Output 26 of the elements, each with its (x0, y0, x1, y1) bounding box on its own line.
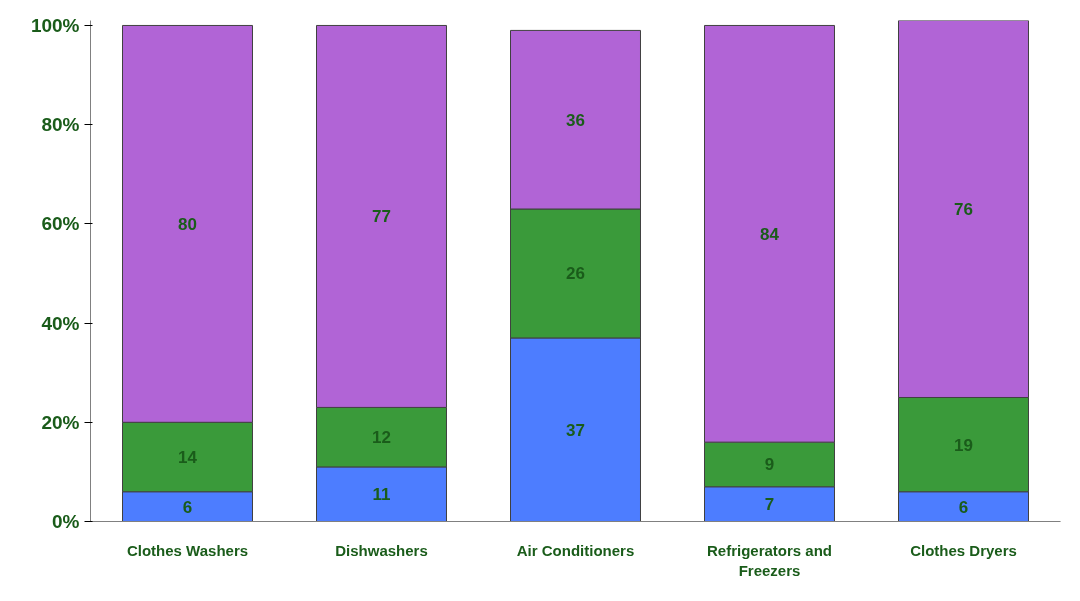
data-label: 6 (958, 497, 969, 517)
data-label: 26 (566, 264, 585, 284)
x-tick-label: Refrigerators and Freezers (706, 541, 833, 579)
data-label: 9 (764, 455, 775, 475)
y-tick-label: 60% (41, 213, 80, 235)
data-label: 36 (566, 110, 585, 130)
y-tick-label: 20% (41, 411, 80, 433)
y-tick-label: 0% (52, 511, 80, 532)
x-tick-label: Dishwashers (335, 541, 428, 559)
data-label: 11 (372, 485, 391, 505)
data-label: 76 (954, 200, 973, 219)
data-label: 80 (178, 214, 197, 234)
data-label: 6 (182, 497, 193, 517)
data-label: 12 (372, 428, 391, 448)
data-label: 77 (372, 207, 391, 227)
y-tick-label: 40% (41, 312, 80, 334)
data-label: 7 (764, 495, 775, 515)
x-tick-label: Air Conditioners (516, 541, 635, 559)
x-tick-label: Clothes Dryers (910, 541, 1017, 559)
data-label: 19 (954, 435, 973, 455)
x-tick-label: Clothes Washers (126, 541, 249, 559)
data-label: 14 (178, 448, 198, 468)
data-label: 37 (566, 420, 585, 440)
data-label: 84 (760, 224, 780, 244)
y-tick-label: 100% (30, 14, 80, 36)
y-tick-label: 80% (41, 114, 80, 136)
